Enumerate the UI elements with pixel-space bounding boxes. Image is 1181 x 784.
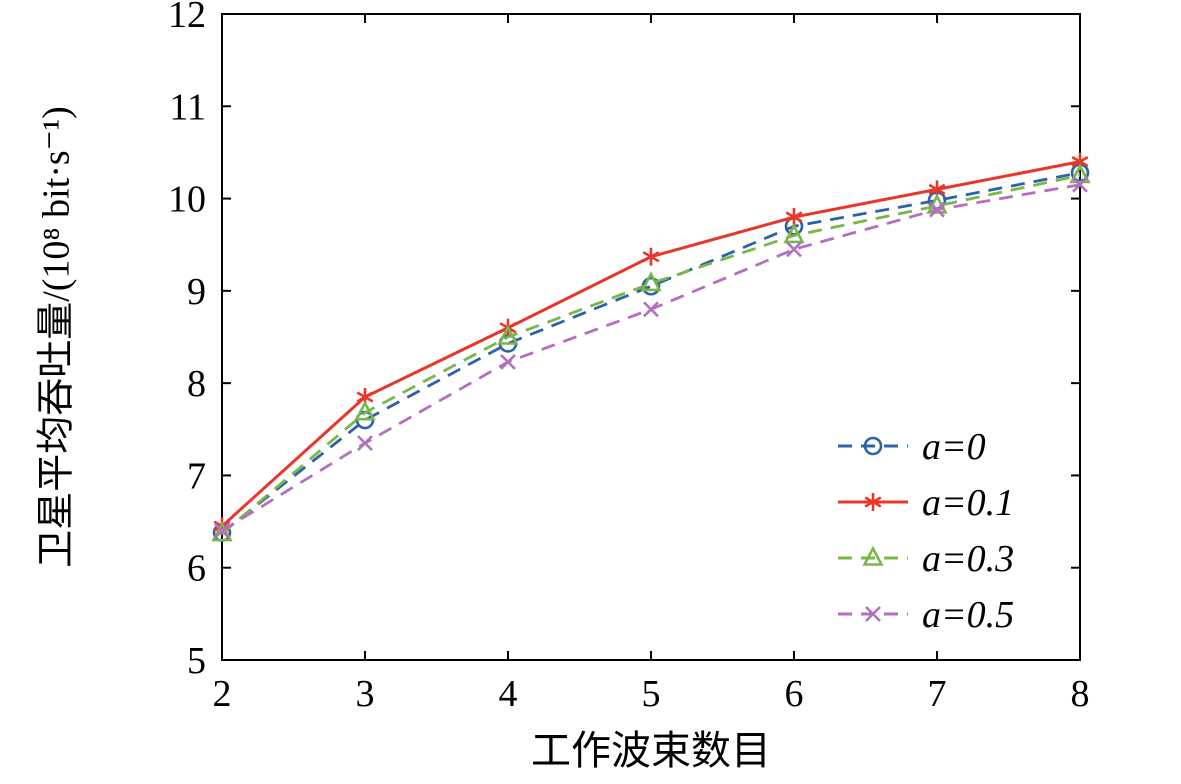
x-marker bbox=[500, 353, 516, 370]
y-tick-label: 10 bbox=[168, 179, 206, 221]
x-marker bbox=[865, 606, 881, 622]
legend: a=0 a=0.1 a=0.3 a=0.5 bbox=[838, 426, 1014, 636]
x-marker bbox=[786, 241, 802, 258]
triangle-marker bbox=[640, 271, 662, 292]
x-marker bbox=[1072, 176, 1088, 193]
series-a0.5 bbox=[214, 176, 1088, 539]
triangle-marker bbox=[783, 223, 805, 244]
legend-label: a=0.3 bbox=[922, 538, 1014, 580]
series-line bbox=[221, 183, 1081, 532]
legend-label: a=0.5 bbox=[922, 594, 1014, 636]
x-marker bbox=[357, 435, 373, 452]
asterisk-marker bbox=[642, 251, 660, 263]
y-tick-label: 7 bbox=[187, 455, 206, 497]
series-line bbox=[221, 171, 1081, 534]
series-line bbox=[221, 174, 1081, 535]
y-axis-label: 卫星平均吞吐量/(10⁸ bit·s⁻¹) bbox=[35, 106, 78, 568]
x-tick-label: 4 bbox=[499, 673, 518, 715]
asterisk-marker bbox=[1071, 156, 1089, 168]
x-axis: 2 3 4 5 6 7 8 bbox=[213, 14, 1090, 715]
triangle-marker bbox=[211, 521, 233, 542]
x-tick-label: 2 bbox=[213, 673, 232, 715]
asterisk-marker bbox=[356, 391, 374, 403]
asterisk-marker bbox=[928, 183, 946, 195]
y-tick-label: 5 bbox=[187, 640, 206, 682]
legend-entry: a=0.5 bbox=[838, 594, 1014, 636]
triangle-marker bbox=[1069, 163, 1091, 184]
x-tick-label: 3 bbox=[356, 673, 375, 715]
legend-label: a=0 bbox=[922, 426, 986, 468]
triangle-marker bbox=[497, 324, 519, 345]
x-tick-label: 8 bbox=[1071, 673, 1090, 715]
asterisk-marker bbox=[864, 496, 882, 508]
triangle-marker bbox=[862, 545, 884, 566]
y-tick-label: 6 bbox=[187, 548, 206, 590]
y-tick-label: 9 bbox=[187, 271, 206, 313]
x-marker bbox=[929, 201, 945, 218]
legend-entry: a=0.3 bbox=[838, 538, 1014, 580]
x-tick-label: 7 bbox=[928, 673, 947, 715]
x-marker bbox=[643, 301, 659, 318]
y-tick-label: 12 bbox=[168, 0, 206, 36]
y-tick-label: 8 bbox=[187, 363, 206, 405]
series-line bbox=[220, 160, 1081, 528]
y-axis: 5 6 7 8 9 10 11 12 bbox=[168, 0, 1080, 682]
legend-entry: a=0.1 bbox=[838, 482, 1014, 524]
triangle-marker bbox=[354, 400, 376, 421]
series-a0.1 bbox=[213, 152, 1089, 536]
x-tick-label: 6 bbox=[785, 673, 804, 715]
x-axis-label: 工作波束数目 bbox=[531, 728, 771, 773]
circle-marker bbox=[863, 436, 883, 456]
asterisk-marker bbox=[785, 211, 803, 223]
x-marker bbox=[214, 522, 230, 539]
x-tick-label: 5 bbox=[642, 673, 661, 715]
legend-entry: a=0 bbox=[838, 426, 986, 468]
y-tick-label: 11 bbox=[169, 86, 206, 128]
legend-label: a=0.1 bbox=[922, 482, 1014, 524]
